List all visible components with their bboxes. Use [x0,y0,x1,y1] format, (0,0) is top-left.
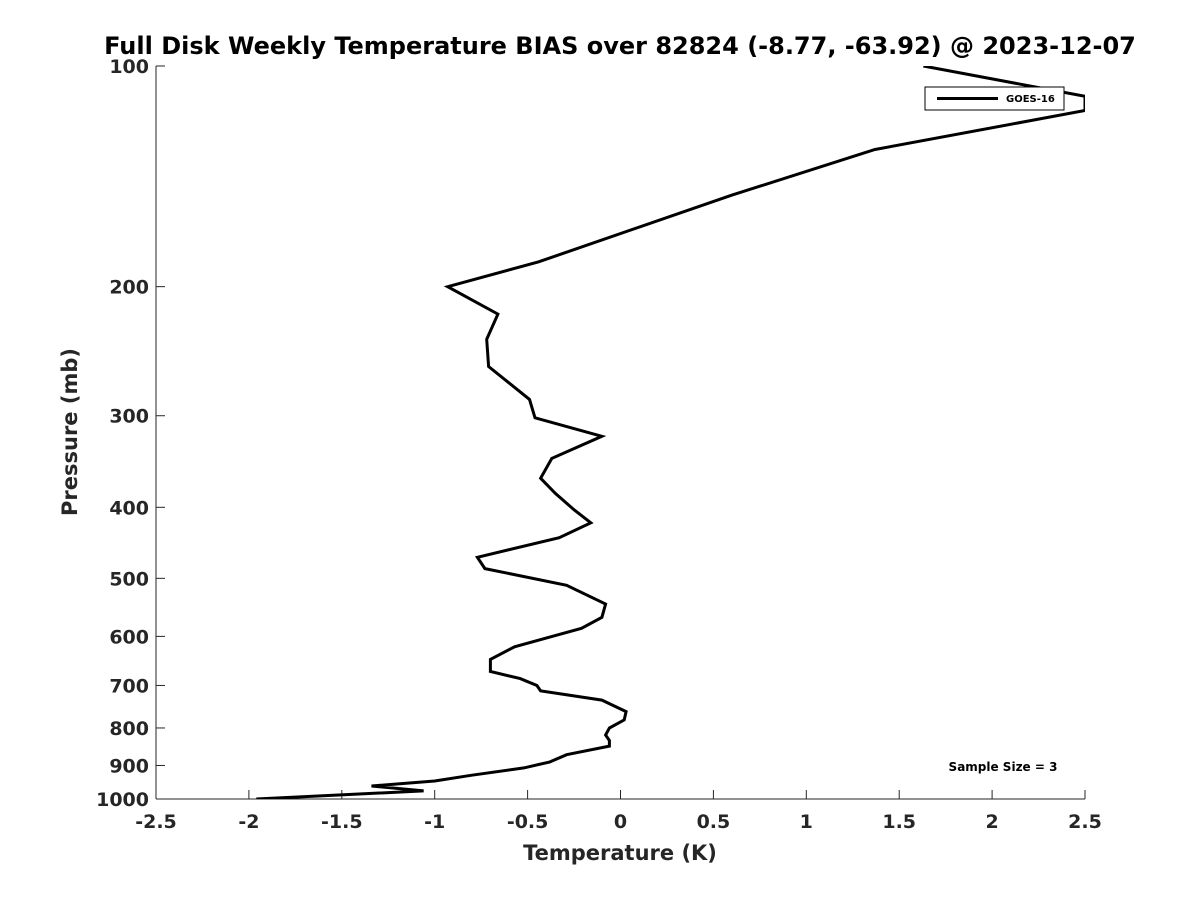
x-tick-label: -2 [238,811,259,833]
series-line [256,66,1085,799]
y-tick-label: 200 [109,277,149,299]
y-tick-label: 300 [109,406,149,428]
chart-title: Full Disk Weekly Temperature BIAS over 8… [104,32,1136,60]
series-layer [256,66,1085,799]
x-tick-label: 2.5 [1068,811,1102,833]
y-tick-label: 100 [109,56,149,78]
y-tick-label: 400 [109,497,149,519]
tick-labels: -2.5 -2 -1.5 -1 -0.5 0 0.5 1 1.5 2 2.5 100 200 300 400… [96,56,1102,833]
y-tick-label: 600 [109,626,149,648]
x-tick-label: -1.5 [321,811,363,833]
legend-series-label: GOES-16 [1006,94,1055,105]
x-tick-label: 2 [985,811,998,833]
x-axis-label: Temperature (K) [523,841,717,865]
y-tick-label: 1000 [96,789,149,811]
plot-axes [155,65,1086,800]
sample-size-annotation: Sample Size = 3 [949,760,1058,774]
y-tick-label: 900 [109,755,149,777]
y-tick-label: 700 [109,675,149,697]
x-tick-label: 1 [800,811,813,833]
x-tick-label: -1 [424,811,445,833]
x-tick-label: 1.5 [882,811,916,833]
x-tick-label: 0.5 [697,811,731,833]
y-tick-label: 800 [109,718,149,740]
y-tick-label: 500 [109,568,149,590]
y-axis-label: Pressure (mb) [58,348,82,516]
legend: GOES-16 [924,86,1065,111]
x-tick-label: -0.5 [507,811,549,833]
x-tick-label: -2.5 [135,811,177,833]
x-tick-label: 0 [614,811,627,833]
